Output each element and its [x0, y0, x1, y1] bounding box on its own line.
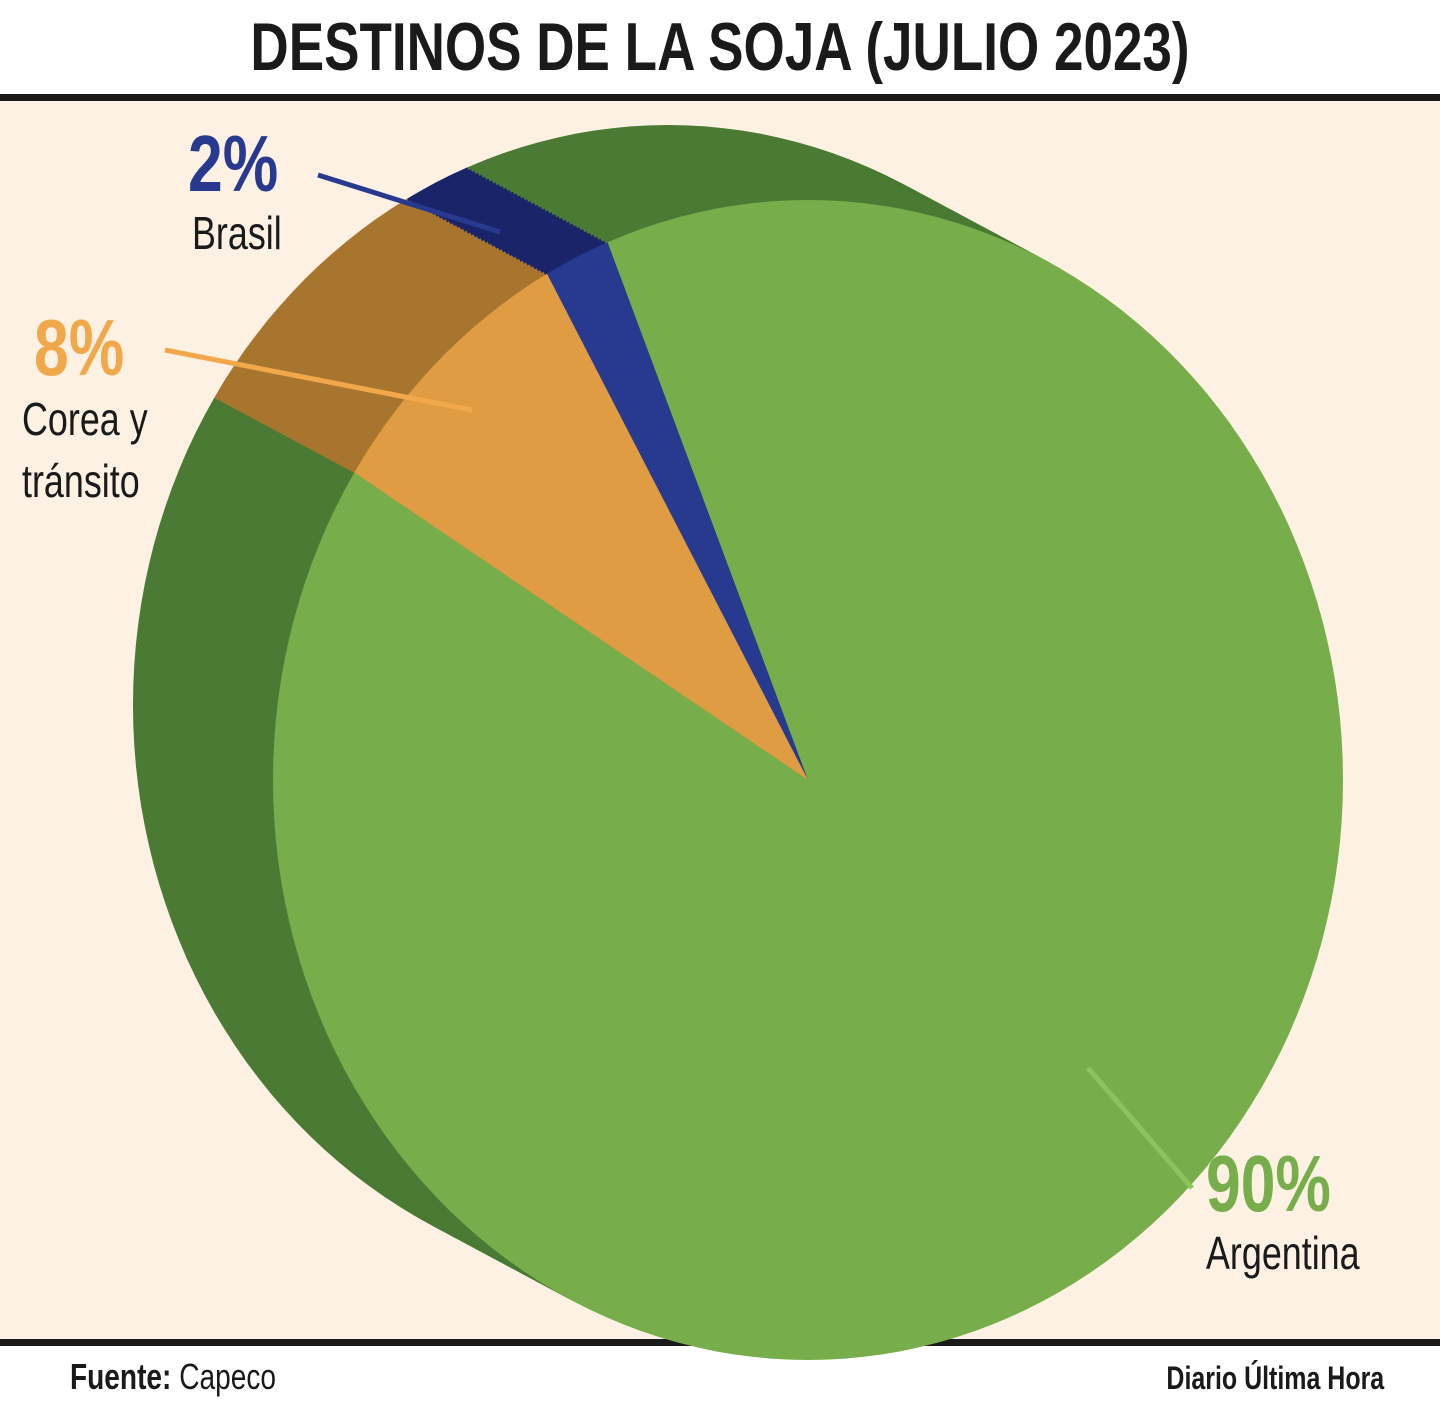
- source-note: Fuente: Capeco: [70, 1356, 276, 1398]
- publisher-brand: Diario Última Hora: [1166, 1360, 1384, 1396]
- data-label-corea-pct: 8%: [34, 303, 125, 392]
- data-label-brasil-pct: 2%: [188, 119, 279, 208]
- data-label-brasil: Brasil: [192, 207, 282, 259]
- data-label-corea-line1: Corea y: [22, 393, 148, 445]
- leader-line-brasil: [317, 172, 501, 235]
- chart-title: DESTINOS DE LA SOJA (JULIO 2023): [250, 9, 1190, 85]
- data-label-corea-line2: tránsito: [22, 455, 140, 507]
- pie-slice-argentina: [273, 200, 1343, 1360]
- pie-top: [273, 200, 1343, 1360]
- leader-line-corea: [164, 347, 473, 413]
- pie-slice-brasil: [547, 242, 808, 780]
- leader-line-argentina: [1086, 1066, 1194, 1190]
- pie-slice-corea-y-tr-nsito: [354, 273, 808, 780]
- data-label-argentina: Argentina: [1206, 1227, 1360, 1279]
- source-name: Capeco: [179, 1356, 277, 1397]
- data-label-argentina-pct: 90%: [1206, 1139, 1331, 1228]
- source-label: Fuente:: [70, 1356, 172, 1397]
